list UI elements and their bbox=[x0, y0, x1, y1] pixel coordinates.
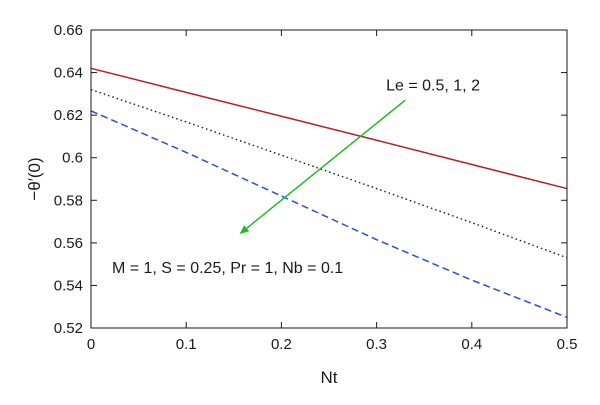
series-line-3 bbox=[90, 110, 568, 319]
y-tick-label: 0.66 bbox=[54, 22, 83, 39]
y-tick-labels: 0.52 0.54 0.56 0.58 0.6 0.62 0.64 0.66 bbox=[54, 22, 83, 337]
y-tick-label: 0.62 bbox=[54, 107, 83, 124]
series-layer bbox=[90, 67, 568, 319]
x-tick-label: 0.4 bbox=[461, 336, 482, 353]
x-tick-labels: 0 0.1 0.2 0.3 0.4 0.5 bbox=[87, 336, 578, 353]
y-tick-label: 0.56 bbox=[54, 235, 83, 252]
plot-frame bbox=[90, 29, 568, 329]
le-annotation: Le = 0.5, 1, 2 bbox=[386, 78, 480, 95]
y-tick-label: 0.58 bbox=[54, 192, 83, 209]
x-tick-label: 0.3 bbox=[366, 336, 387, 353]
le-arrow bbox=[239, 99, 406, 234]
series-line-1 bbox=[90, 67, 568, 190]
series-line-2 bbox=[90, 88, 568, 259]
ticks-layer bbox=[90, 29, 568, 329]
y-tick-label: 0.52 bbox=[54, 320, 83, 337]
y-tick-label: 0.6 bbox=[62, 150, 83, 167]
y-tick-label: 0.64 bbox=[54, 65, 83, 82]
params-annotation: M = 1, S = 0.25, Pr = 1, Nb = 0.1 bbox=[112, 260, 343, 277]
x-axis-title: Nt bbox=[321, 368, 338, 387]
y-tick-label: 0.54 bbox=[54, 277, 83, 294]
x-tick-label: 0.2 bbox=[271, 336, 292, 353]
x-tick-label: 0.1 bbox=[176, 336, 197, 353]
x-tick-label: 0 bbox=[87, 336, 95, 353]
x-tick-label: 0.5 bbox=[557, 336, 578, 353]
y-axis-title: −θ′(0) bbox=[25, 157, 44, 200]
